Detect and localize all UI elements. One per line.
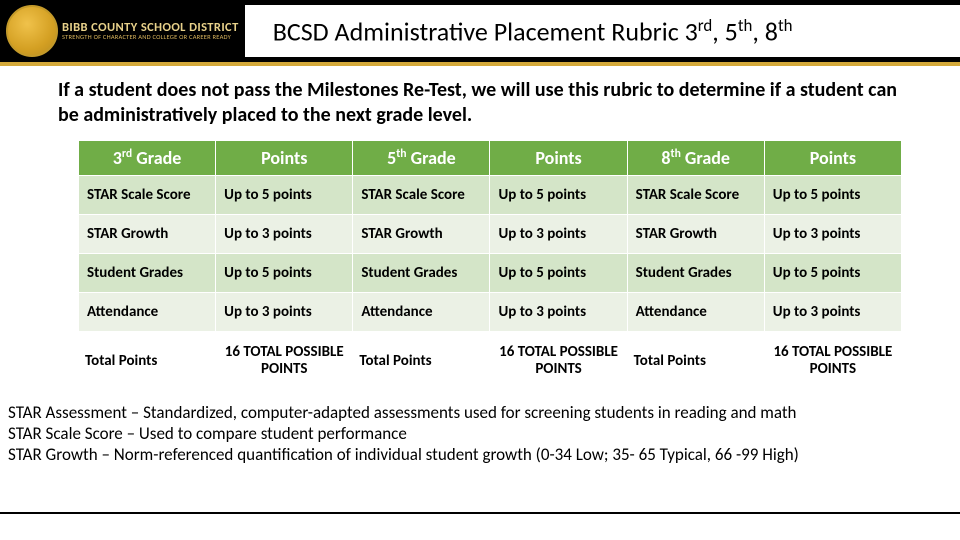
footnote-line: STAR Growth – Norm-referenced quantifica…	[8, 444, 948, 465]
table-cell: STAR Scale Score	[353, 176, 490, 215]
table-cell: Up to 5 points	[764, 176, 901, 215]
table-row: STAR Scale ScoreUp to 5 pointsSTAR Scale…	[79, 176, 902, 215]
table-cell: STAR Growth	[627, 215, 764, 254]
table-cell: Attendance	[353, 293, 490, 332]
table-cell: Up to 5 points	[490, 254, 627, 293]
total-value: 16 TOTAL POSSIBLE POINTS	[490, 332, 627, 392]
table-body: STAR Scale ScoreUp to 5 pointsSTAR Scale…	[79, 176, 902, 392]
table-cell: Up to 3 points	[764, 293, 901, 332]
table-cell: Student Grades	[627, 254, 764, 293]
title-text: BCSD Administrative Placement Rubric 3rd…	[273, 15, 793, 48]
table-cell: STAR Growth	[79, 215, 216, 254]
table-cell: Up to 3 points	[490, 215, 627, 254]
rubric-table: 3rd Grade Points 5th Grade Points 8th Gr…	[78, 140, 902, 392]
total-value: 16 TOTAL POSSIBLE POINTS	[216, 332, 353, 392]
org-tagline: STRENGTH OF CHARACTER AND COLLEGE OR CAR…	[62, 34, 239, 41]
table-cell: Student Grades	[79, 254, 216, 293]
col-header: Points	[764, 141, 901, 176]
logo-text: BIBB COUNTY SCHOOL DISTRICT STRENGTH OF …	[62, 21, 239, 41]
table-cell: STAR Growth	[353, 215, 490, 254]
table-cell: Up to 3 points	[216, 215, 353, 254]
col-header: 5th Grade	[353, 141, 490, 176]
col-header: 8th Grade	[627, 141, 764, 176]
col-header: 3rd Grade	[79, 141, 216, 176]
table-cell: Attendance	[79, 293, 216, 332]
total-label: Total Points	[627, 332, 764, 392]
footnote-line: STAR Assessment – Standardized, computer…	[8, 402, 948, 423]
intro-text: If a student does not pass the Milestone…	[0, 66, 960, 136]
page-title: BCSD Administrative Placement Rubric 3rd…	[245, 5, 960, 57]
table-total-row: Total Points16 TOTAL POSSIBLE POINTSTota…	[79, 332, 902, 392]
rubric-table-wrap: 3rd Grade Points 5th Grade Points 8th Gr…	[0, 136, 960, 398]
divider-bottom	[0, 512, 960, 514]
logo-seal-icon	[6, 5, 58, 57]
col-header: Points	[216, 141, 353, 176]
table-cell: STAR Scale Score	[79, 176, 216, 215]
table-cell: Up to 3 points	[216, 293, 353, 332]
table-row: AttendanceUp to 3 pointsAttendanceUp to …	[79, 293, 902, 332]
col-header: Points	[490, 141, 627, 176]
footnote-line: STAR Scale Score – Used to compare stude…	[8, 423, 948, 444]
table-header-row: 3rd Grade Points 5th Grade Points 8th Gr…	[79, 141, 902, 176]
table-cell: Up to 5 points	[216, 176, 353, 215]
table-cell: Up to 3 points	[764, 215, 901, 254]
table-row: Student GradesUp to 5 pointsStudent Grad…	[79, 254, 902, 293]
header-bar: BIBB COUNTY SCHOOL DISTRICT STRENGTH OF …	[0, 0, 960, 62]
table-row: STAR GrowthUp to 3 pointsSTAR GrowthUp t…	[79, 215, 902, 254]
table-cell: Up to 3 points	[490, 293, 627, 332]
table-cell: Student Grades	[353, 254, 490, 293]
table-cell: STAR Scale Score	[627, 176, 764, 215]
table-cell: Attendance	[627, 293, 764, 332]
table-cell: Up to 5 points	[216, 254, 353, 293]
total-label: Total Points	[353, 332, 490, 392]
logo: BIBB COUNTY SCHOOL DISTRICT STRENGTH OF …	[0, 5, 239, 57]
total-value: 16 TOTAL POSSIBLE POINTS	[764, 332, 901, 392]
footnotes: STAR Assessment – Standardized, computer…	[0, 398, 960, 466]
total-label: Total Points	[79, 332, 216, 392]
table-cell: Up to 5 points	[764, 254, 901, 293]
table-cell: Up to 5 points	[490, 176, 627, 215]
